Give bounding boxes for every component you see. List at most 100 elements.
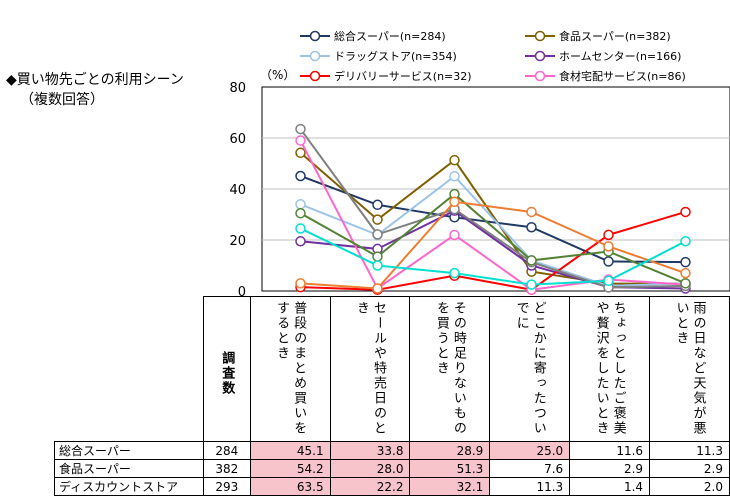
- data-point: [526, 222, 537, 233]
- legend-item-1: 食品スーパー(n=382): [525, 29, 671, 43]
- legend-item-5: 食材宅配サービス(n=86): [525, 69, 686, 83]
- data-point: [295, 123, 306, 135]
- category-header-4: ちょっとしたご褒美や贅沢をしたいとき: [569, 296, 651, 442]
- data-point: [526, 255, 537, 266]
- chart-grid: [261, 86, 730, 292]
- data-point: [603, 241, 614, 252]
- data-point: [449, 267, 460, 279]
- data-point: [603, 275, 614, 287]
- data-point: [526, 279, 537, 290]
- data-point: [295, 170, 306, 182]
- row-label: 食品スーパー: [54, 459, 204, 478]
- legend-label: 総合スーパー(n=284): [334, 29, 446, 43]
- table-cell: 2.9: [649, 459, 730, 478]
- data-point: [295, 223, 306, 234]
- data-point: [449, 171, 460, 182]
- chart-side-title: ◆買い物先ごとの利用シーン （複数回答）: [6, 70, 184, 110]
- legend-marker: [534, 50, 546, 62]
- y-tick-label: 20: [229, 234, 246, 249]
- category-label: どこかに寄ったついでに: [513, 301, 546, 436]
- table-cell: 2.9: [569, 459, 651, 478]
- data-point: [603, 229, 614, 241]
- data-point: [372, 214, 383, 225]
- table-cell: 11.6: [569, 441, 651, 460]
- legend-marker: [534, 30, 546, 42]
- header-corner: [54, 296, 204, 442]
- data-point: [603, 256, 614, 267]
- category-label: 普段のまとめ買いをするとき: [274, 301, 307, 436]
- table-cell: 32.1: [409, 477, 491, 496]
- series-line-1: [299, 152, 686, 285]
- legend-label: 食品スーパー(n=382): [559, 29, 671, 43]
- title-line2: （複数回答）: [20, 92, 104, 108]
- data-point: [449, 196, 460, 207]
- category-label: その時足りないものを買うとき: [433, 301, 466, 436]
- table-header-row: 調査数 普段のまとめ買いをするとき セールや特売日のとき その時足りないものを買うと…: [54, 296, 730, 442]
- category-header-2: その時足りないものを買うとき: [409, 296, 491, 442]
- category-label: ちょっとしたご褒美や贅沢をしたいとき: [593, 301, 626, 436]
- unit-label: （%）: [260, 68, 296, 82]
- data-point: [680, 206, 691, 218]
- table-cell: 28.9: [409, 441, 491, 460]
- data-point: [680, 236, 691, 247]
- category-header-5: 雨の日など天気が悪いとき: [649, 296, 730, 442]
- title-line1: ◆買い物先ごとの利用シーン: [6, 72, 184, 88]
- data-point: [372, 229, 383, 240]
- data-table: 調査数 普段のまとめ買いをするとき セールや特売日のとき その時足りないものを買うと…: [54, 296, 730, 496]
- table-cell: 33.8: [329, 441, 411, 460]
- legend-marker: [309, 30, 321, 42]
- legend-marker: [309, 70, 321, 82]
- data-point: [372, 251, 383, 262]
- row-n: 382: [202, 459, 251, 478]
- data-point: [372, 199, 383, 211]
- series-line-5: [299, 140, 686, 291]
- data-point: [295, 147, 306, 159]
- data-point: [295, 278, 306, 289]
- table-cell: 51.3: [409, 459, 491, 478]
- data-point: [680, 278, 691, 289]
- data-point: [295, 207, 306, 219]
- data-point: [526, 206, 537, 218]
- data-point: [372, 283, 383, 294]
- category-header-3: どこかに寄ったついでに: [489, 296, 571, 442]
- series-line-6: [299, 128, 686, 289]
- data-point: [295, 199, 306, 210]
- table-cell: 54.2: [249, 459, 331, 478]
- series-lines: [295, 123, 691, 295]
- category-header-1: セールや特売日のとき: [329, 296, 411, 442]
- table-row: ディスカウントストア 293 63.5 22.2 32.1 11.3 1.4 2.0: [54, 477, 730, 496]
- legend-marker: [309, 50, 321, 62]
- legend-label: デリバリーサービス(n=32): [334, 69, 472, 83]
- series-line-9: [300, 227, 686, 286]
- table-cell: 11.3: [649, 441, 730, 460]
- table-cell: 11.3: [489, 477, 571, 496]
- legend-item-2: ドラッグストア(n=354): [300, 49, 457, 63]
- y-axis: 0 20 40 60 80: [229, 81, 246, 300]
- table-cell: 1.4: [569, 477, 651, 496]
- data-point: [449, 154, 460, 166]
- chart-legend: 総合スーパー(n=284) 食品スーパー(n=382) ドラッグストア(n=354)…: [300, 29, 686, 83]
- data-point: [295, 135, 306, 146]
- legend-label: ホームセンター(n=166): [559, 50, 681, 63]
- category-label: 雨の日など天気が悪いとき: [673, 301, 706, 436]
- table-cell: 28.0: [329, 459, 411, 478]
- data-point: [372, 260, 383, 271]
- y-tick-label: 0: [238, 285, 246, 300]
- table-cell: 22.2: [329, 477, 411, 496]
- n-header-text: 調査数: [219, 351, 235, 396]
- row-n: 293: [202, 477, 251, 496]
- table-cell: 45.1: [249, 441, 331, 460]
- table-cell: 7.6: [489, 459, 571, 478]
- data-point: [449, 229, 460, 241]
- legend-item-0: 総合スーパー(n=284): [300, 29, 446, 43]
- category-header-0: 普段のまとめ買いをするとき: [249, 296, 331, 442]
- series-line-4: [300, 210, 686, 291]
- category-label: セールや特売日のとき: [354, 301, 387, 436]
- legend-item-3: ホームセンター(n=166): [525, 50, 681, 63]
- table-row: 総合スーパー 284 45.1 33.8 28.9 25.0 11.6 11.3: [54, 441, 730, 460]
- data-point: [295, 236, 306, 247]
- table-cell: 2.0: [649, 477, 730, 496]
- series-line-0: [300, 175, 686, 264]
- y-tick-label: 60: [229, 132, 246, 147]
